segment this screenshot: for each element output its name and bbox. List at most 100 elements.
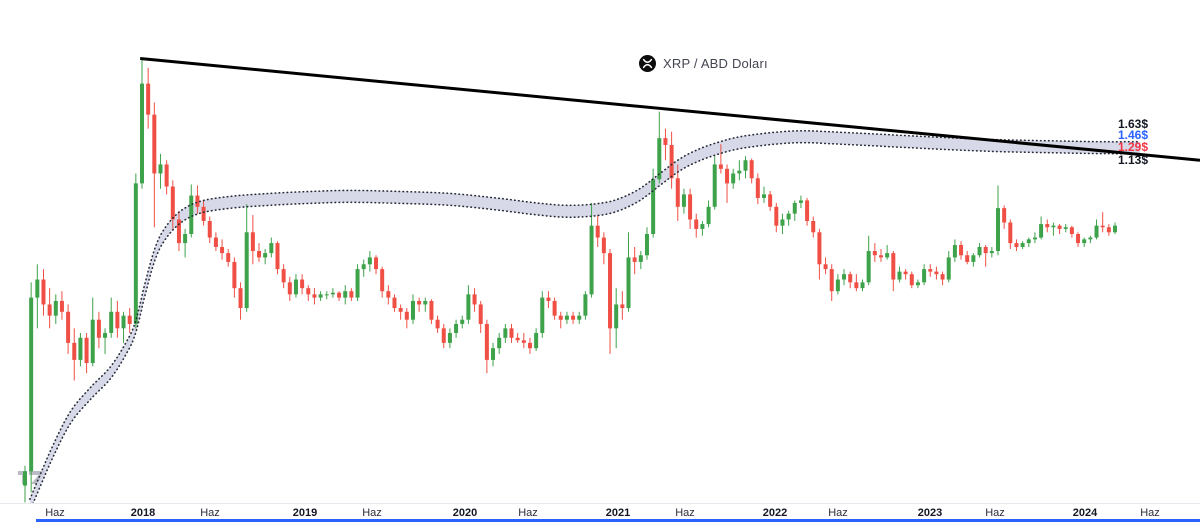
candle-down [238, 288, 243, 309]
candle-up [491, 348, 496, 360]
candle-up [743, 160, 748, 171]
axis-month-label: Haz [1140, 507, 1160, 519]
candle-down [669, 144, 674, 179]
candle-up [263, 253, 268, 258]
candle-up [244, 232, 249, 309]
candle-down [965, 255, 970, 262]
candle-up [460, 319, 465, 324]
candle-up [761, 194, 766, 198]
candle-down [1008, 222, 1013, 244]
candle-down [872, 251, 877, 256]
ma-band-fill [29, 130, 1141, 506]
candle-up [189, 195, 194, 234]
candle-down [891, 253, 896, 280]
axis-year-label: 2020 [452, 507, 478, 519]
candle-up [564, 315, 569, 320]
candle-down [527, 342, 532, 349]
candle-up [731, 173, 736, 184]
candle-up [1063, 227, 1068, 229]
candle-up [885, 253, 890, 258]
time-axis[interactable]: Haz 2018 Haz 2019 Haz 2020 Haz 2021 Haz 2022 Haz 20… [0, 503, 1200, 519]
candle-down [829, 269, 834, 292]
candle-down [84, 337, 89, 364]
candle-up [158, 164, 163, 174]
candle-up [700, 224, 705, 229]
candle-down [207, 220, 212, 238]
candle-down [601, 237, 606, 254]
candle-down [675, 178, 680, 207]
candle-up [503, 328, 508, 338]
candle-down [959, 245, 964, 256]
candle-down [164, 164, 169, 187]
candle-up [35, 279, 40, 298]
candle-up [29, 297, 34, 472]
candle-up [712, 164, 717, 207]
axis-month-label: Haz [828, 507, 848, 519]
candle-up [540, 297, 545, 333]
candle-up [860, 282, 865, 289]
xrp-logo-icon [639, 55, 656, 72]
candle-down [934, 271, 939, 275]
candle-up [454, 323, 459, 333]
candle-down [774, 206, 779, 226]
candle-down [552, 300, 557, 316]
candle-down [41, 279, 46, 305]
candle-up [1088, 237, 1093, 240]
candle-down [484, 323, 489, 360]
candle-down [337, 292, 342, 298]
candle-down [768, 194, 773, 207]
candle-up [497, 337, 502, 349]
candle-down [940, 274, 945, 280]
ma-band-lower-dotted [31, 141, 1141, 506]
candle-up [140, 83, 145, 184]
candle-down [392, 297, 397, 309]
descending-trendline[interactable] [140, 56, 1200, 162]
candle-down [226, 253, 231, 262]
candle-down [755, 178, 760, 198]
candle-down [1106, 227, 1111, 233]
candle-up [706, 206, 711, 225]
candle-down [374, 257, 379, 270]
ma-band-upper-dotted [29, 129, 1141, 501]
candle-down [47, 304, 52, 316]
candle-down [1100, 225, 1105, 228]
candle-down [1045, 224, 1050, 228]
candle-up [798, 200, 803, 203]
chart-symbol-title: XRP / ABD Doları [663, 56, 768, 71]
candle-down [300, 279, 305, 289]
candle-down [478, 304, 483, 324]
candle-down [663, 138, 668, 145]
candle-down [823, 264, 828, 270]
candle-down [595, 225, 600, 238]
candle-up [103, 332, 108, 338]
candle-down [854, 282, 859, 289]
candle-down [817, 232, 822, 265]
candle-up [638, 255, 643, 262]
axis-year-label: 2024 [1072, 507, 1098, 519]
timeline-range-bar[interactable] [36, 519, 1200, 522]
axis-month-label: Haz [200, 507, 220, 519]
candle-down [281, 269, 286, 283]
candle-up [589, 225, 594, 295]
candle-up [318, 294, 323, 298]
candle-up [681, 194, 686, 207]
candle-up [577, 315, 582, 320]
candle-down [1069, 227, 1074, 234]
candle-up [1032, 237, 1037, 240]
candle-down [127, 315, 132, 324]
candle-down [312, 294, 317, 298]
candle-down [608, 253, 613, 329]
candle-up [23, 471, 27, 486]
chart-legend: XRP / ABD Doları [639, 55, 768, 72]
axis-year-label: 2023 [917, 507, 943, 519]
candle-down [404, 311, 409, 320]
candle-up [423, 300, 428, 305]
candle-down [220, 246, 225, 254]
candle-down [1057, 225, 1062, 229]
candle-down [213, 237, 218, 247]
candle-up [1026, 239, 1031, 244]
candle-up [946, 257, 951, 280]
candle-down [928, 269, 933, 272]
